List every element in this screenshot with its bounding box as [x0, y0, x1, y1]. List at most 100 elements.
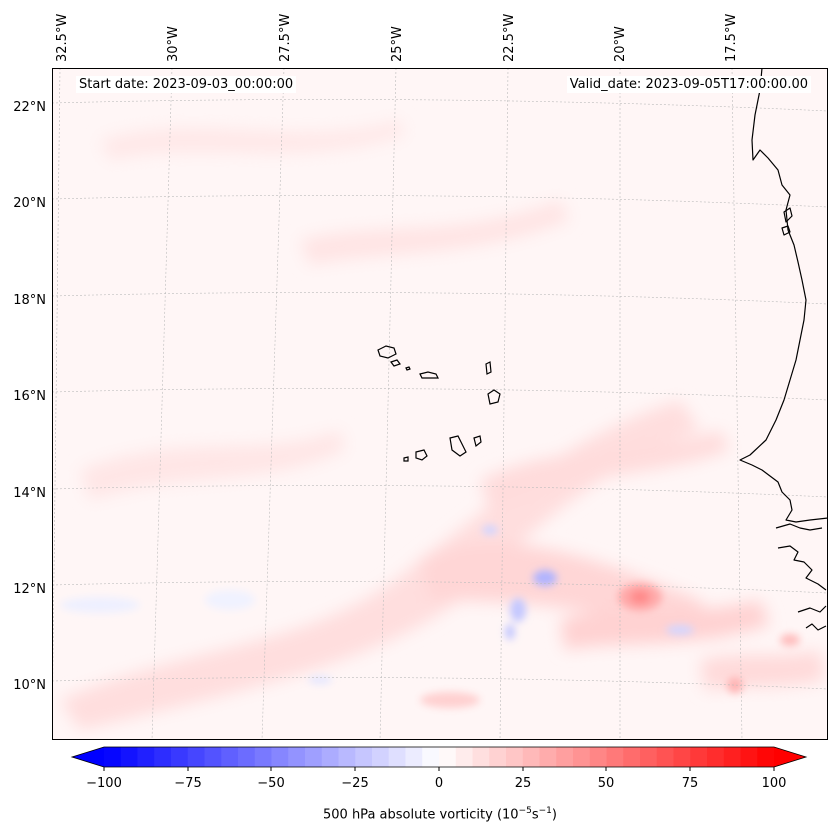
- lat-label: 18°N: [13, 293, 46, 308]
- archipelago-coast: [797, 605, 827, 613]
- colorbar-segment: [204, 747, 222, 767]
- lon-label: 27.5°W: [278, 14, 293, 62]
- map-panel: [52, 68, 828, 740]
- colorbar-segment: [439, 747, 457, 767]
- colorbar-segment: [120, 747, 138, 767]
- parallel-20n: [52, 195, 828, 208]
- colorbar-segment: [573, 747, 591, 767]
- colorbar-segment: [623, 747, 641, 767]
- lat-label: 12°N: [13, 582, 46, 597]
- lon-label: 32.5°W: [55, 14, 70, 62]
- latitude-labels: 22°N 20°N 18°N 16°N 14°N 12°N 10°N: [13, 100, 46, 693]
- colorbar-segment: [221, 747, 239, 767]
- colorbar-title: 500 hPa absolute vorticity (10−5s−1): [52, 806, 828, 822]
- colorbar-segment: [589, 747, 607, 767]
- colorbar-segment: [187, 747, 205, 767]
- island-sao-nicolau: [419, 371, 439, 379]
- vorticity-field: [52, 68, 828, 740]
- parallel-14n: [52, 485, 828, 498]
- lon-label: 25°W: [390, 26, 405, 62]
- colorbar-segment: [656, 747, 674, 767]
- colorbar-segment: [137, 747, 155, 767]
- colorbar-segment: [388, 747, 406, 767]
- island-santiago: [449, 435, 467, 457]
- colorbar-units-mid: s: [531, 807, 539, 823]
- lat-label: 20°N: [13, 196, 46, 211]
- colorbar-segment: [489, 747, 507, 767]
- colorbar-segment: [640, 747, 658, 767]
- colorbar-tick-label: 100: [762, 776, 787, 791]
- colorbar-segment: [305, 747, 323, 767]
- colorbar-segment: [171, 747, 189, 767]
- coastal-islet: [781, 225, 791, 236]
- vorticity-features: [60, 525, 800, 708]
- lat-label: 22°N: [13, 100, 46, 115]
- colorbar-segment: [690, 747, 708, 767]
- lat-label: 14°N: [13, 486, 46, 501]
- colorbar-segments: [72, 747, 806, 767]
- west-africa-coast: [739, 68, 828, 523]
- colorbar-segment: [455, 747, 473, 767]
- vorticity-field-background: [52, 68, 828, 740]
- parallel-18n: [52, 292, 828, 305]
- colorbar-segment: [104, 747, 122, 767]
- guinea-bissau-coast: [777, 545, 827, 591]
- colorbar-tick-label: −100: [86, 776, 122, 791]
- colorbar-segment: [154, 747, 172, 767]
- meridian-27.5w: [261, 68, 285, 740]
- lon-label: 22.5°W: [502, 14, 517, 62]
- colorbar-segment: [740, 747, 758, 767]
- meridian-25w: [379, 68, 397, 740]
- colorbar-segment: [723, 747, 741, 767]
- colorbar-segment: [238, 747, 256, 767]
- island-santa-luzia: [405, 366, 411, 371]
- colorbar-segment: [271, 747, 289, 767]
- island-sal: [485, 361, 492, 375]
- colorbar-tick-label: 75: [682, 776, 699, 791]
- colorbar-segment: [338, 747, 356, 767]
- colorbar-segment: [522, 747, 540, 767]
- valid-date-label: Valid_date: 2023-09-05T17:00:00.00: [566, 76, 811, 93]
- colorbar: −100 −75 −50 −25 0 25 50 75 100: [70, 746, 808, 791]
- colorbar-tick-label: 25: [515, 776, 532, 791]
- colorbar-segment: [355, 747, 373, 767]
- colorbar-extend-max: [774, 747, 806, 767]
- parallel-16n: [52, 388, 828, 401]
- island-boa-vista: [487, 389, 501, 405]
- colorbar-tick-label: −75: [174, 776, 201, 791]
- colorbar-units-prefix: (10: [496, 807, 519, 823]
- colorbar-tick-label: −50: [257, 776, 284, 791]
- colorbar-segment: [506, 747, 524, 767]
- colorbar-segment: [556, 747, 574, 767]
- island-fogo: [415, 449, 428, 461]
- colorbar-units-exp1: −5: [518, 806, 532, 816]
- coastline: [739, 68, 828, 631]
- colorbar-segment: [472, 747, 490, 767]
- island-santo-antao: [377, 345, 397, 359]
- guinea-coast: [805, 623, 827, 631]
- colorbar-tick-label: 50: [598, 776, 615, 791]
- colorbar-segment: [673, 747, 691, 767]
- parallel-12n: [52, 581, 828, 594]
- gambia-coast: [775, 523, 823, 531]
- colorbar-units-suffix: ): [551, 807, 557, 823]
- colorbar-tick-label: 0: [435, 776, 443, 791]
- colorbar-tick-labels: −100 −75 −50 −25 0 25 50 75 100: [86, 776, 786, 791]
- lat-label: 10°N: [13, 678, 46, 693]
- colorbar-ticks: [103, 767, 775, 771]
- start-date-label: Start date: 2023-09-03_00:00:00: [76, 76, 297, 93]
- colorbar-units-exp2: −1: [538, 806, 552, 816]
- colorbar-segment: [422, 747, 440, 767]
- lat-label: 16°N: [13, 389, 46, 404]
- longitude-labels: 32.5°W 30°W 27.5°W 25°W 22.5°W 20°W 17.5…: [55, 14, 739, 62]
- map-frame: [52, 68, 828, 740]
- positive-vorticity-bands: [60, 120, 825, 730]
- graticule: [52, 68, 828, 740]
- lon-label: 17.5°W: [724, 14, 739, 62]
- meridian-17.5w: [731, 68, 743, 740]
- colorbar-segment: [405, 747, 423, 767]
- island-brava: [403, 456, 409, 462]
- cape-verde-islands: [377, 345, 501, 462]
- parallel-10n: [52, 677, 828, 690]
